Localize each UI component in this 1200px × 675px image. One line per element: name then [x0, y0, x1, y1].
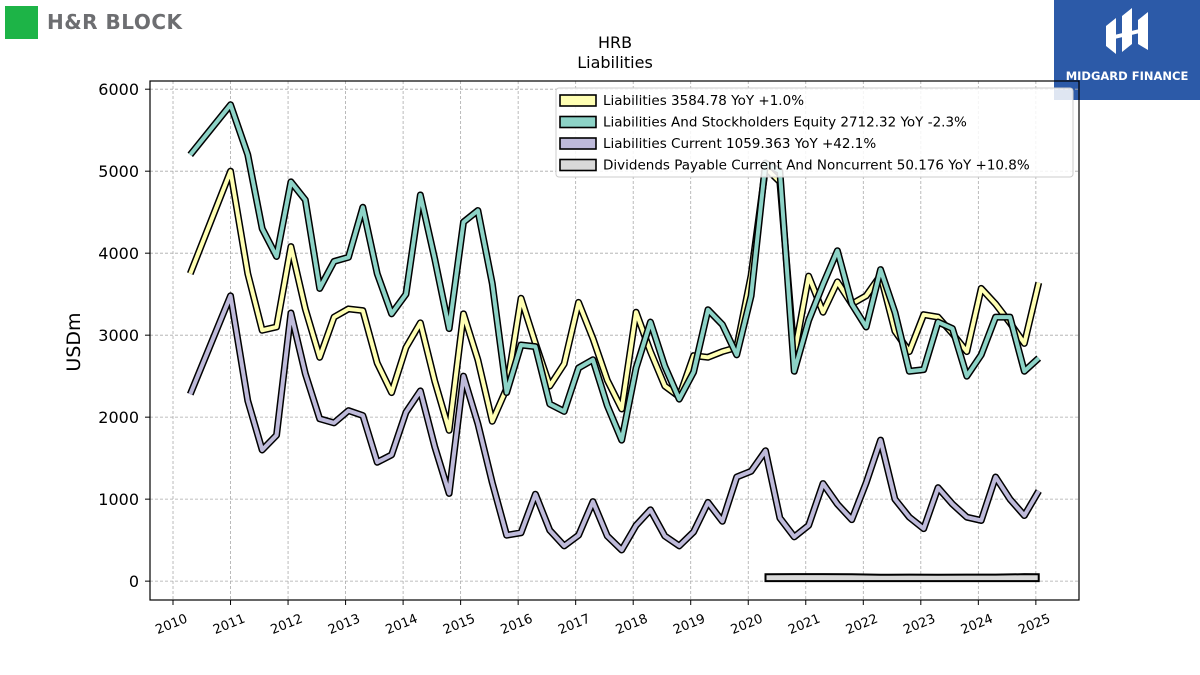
legend: Liabilities 3584.78 YoY +1.0% Liabilities…: [555, 87, 1074, 178]
legend-swatch: [559, 115, 597, 129]
x-tick-label: 2020: [729, 612, 765, 638]
legend-swatch: [559, 137, 597, 150]
hrblock-logo-text: H&R BLOCK: [47, 10, 183, 34]
y-axis-label: USDm: [63, 312, 85, 371]
x-tick-label: 2021: [786, 612, 822, 638]
midgard-logo-text: MIDGARD FINANCE: [1065, 69, 1189, 83]
y-tick-label: 5000: [98, 162, 139, 181]
legend-entry: Dividends Payable Current And Noncurrent…: [603, 158, 1030, 174]
plot-frame: [149, 80, 1080, 601]
series-layer: [187, 101, 1043, 583]
y-tick-label: 4000: [98, 244, 139, 263]
midgard-emblem-icon: [1106, 8, 1148, 54]
series-line: [188, 165, 1041, 433]
x-tick-label: 2019: [671, 612, 707, 638]
series-0: [187, 164, 1043, 434]
hrblock-logo-square: [5, 5, 38, 39]
y-tick-label: 1000: [98, 490, 139, 509]
x-axis: 2010 2011 2012 2013 2014 2015 2016 2017 2018 2019…: [154, 600, 1053, 638]
x-tick-label: 2017: [556, 612, 592, 638]
chart-subtitle: Liabilities: [577, 53, 653, 72]
y-axis: 0 1000 2000 3000 4000 5000 6000: [98, 80, 150, 591]
y-tick-label: 2000: [98, 408, 139, 427]
legend-entry: Liabilities And Stockholders Equity 2712…: [603, 115, 967, 131]
legend-box: [555, 87, 1074, 178]
x-tick-label: 2024: [959, 612, 995, 638]
series-area: [764, 573, 1040, 583]
x-tick-label: 2015: [441, 612, 477, 638]
chart-title: HRB: [598, 33, 632, 52]
x-tick-label: 2025: [1016, 612, 1052, 638]
legend-entry: Liabilities Current 1059.363 YoY +42.1%: [603, 136, 876, 152]
x-tick-label: 2023: [901, 612, 937, 638]
x-tick-label: 2010: [154, 612, 190, 638]
x-tick-label: 2013: [326, 612, 362, 638]
legend-swatch: [559, 94, 597, 107]
series-line: [188, 293, 1041, 552]
x-tick-label: 2016: [499, 612, 535, 638]
y-tick-label: 3000: [98, 326, 139, 345]
x-tick-label: 2012: [269, 612, 305, 638]
y-tick-label: 6000: [98, 80, 139, 99]
legend-entry: Liabilities 3584.78 YoY +1.0%: [603, 93, 804, 109]
series-1: [187, 101, 1042, 444]
x-tick-label: 2014: [384, 612, 420, 638]
series-line: [188, 102, 1041, 443]
y-tick-label: 0: [129, 572, 139, 591]
legend-swatch: [559, 158, 597, 172]
series-2: [187, 292, 1042, 554]
series-3: [764, 573, 1040, 583]
x-tick-label: 2022: [844, 612, 880, 638]
midgard-finance-logo: MIDGARD FINANCE: [1054, 0, 1200, 100]
hrblock-logo: H&R BLOCK: [5, 5, 183, 39]
x-tick-label: 2018: [614, 612, 650, 638]
x-tick-label: 2011: [211, 612, 247, 638]
